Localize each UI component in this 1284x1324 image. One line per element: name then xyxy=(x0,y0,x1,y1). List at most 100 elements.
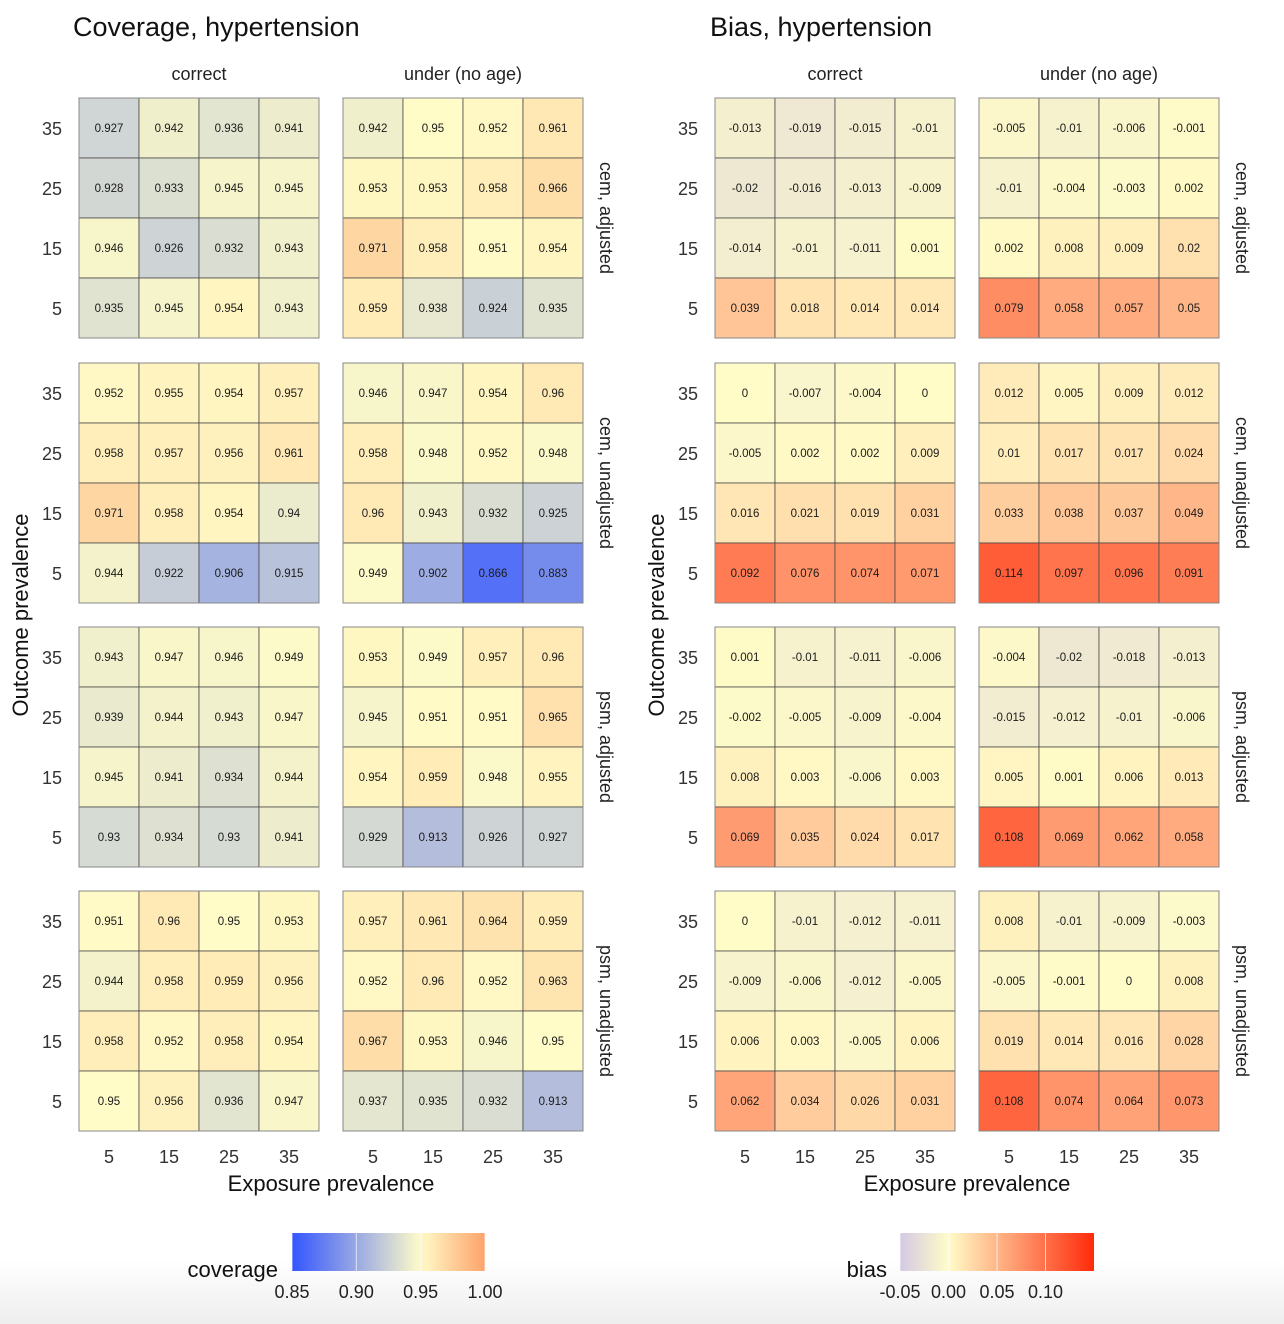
cell-value-label: 0.943 xyxy=(95,652,124,664)
cell-value-label: 0.069 xyxy=(1055,832,1084,844)
cell-value-label: 0.945 xyxy=(155,303,184,315)
heatmap-cell xyxy=(402,746,464,808)
cell-value-label: 0.922 xyxy=(155,568,184,580)
cell-value-label: -0.011 xyxy=(909,916,941,928)
heatmap-cell xyxy=(1098,157,1160,219)
cell-value-label: 0.947 xyxy=(275,1096,304,1108)
cell-value-label: -0.019 xyxy=(789,123,822,135)
cell-value-label: 0.945 xyxy=(215,183,244,195)
cell-value-label: -0.012 xyxy=(1053,712,1086,724)
heatmap-cell xyxy=(714,1010,776,1072)
heatmap-cell xyxy=(522,626,584,688)
heatmap-cell xyxy=(78,362,140,424)
x-axis-label: Exposure prevalence xyxy=(228,1171,435,1196)
cell-value-label: -0.01 xyxy=(1056,916,1082,928)
cell-value-label: 0.001 xyxy=(731,652,760,664)
cell-value-label: 0.076 xyxy=(791,568,820,580)
heatmap-cell xyxy=(138,97,200,159)
facet-row-label: psm, adjusted xyxy=(1232,691,1252,803)
heatmap-cell xyxy=(1038,542,1100,604)
cell-value-label: 0.064 xyxy=(1115,1096,1144,1108)
heatmap-cell xyxy=(1158,482,1220,544)
cell-value-label: 0.938 xyxy=(419,303,448,315)
cell-value-label: 0.937 xyxy=(359,1096,388,1108)
legend-colorbar xyxy=(292,1233,485,1271)
facet-column-label: correct xyxy=(171,64,226,84)
heatmap-cell xyxy=(1038,746,1100,808)
cell-value-label: -0.005 xyxy=(909,976,942,988)
cell-value-label: 0.945 xyxy=(359,712,388,724)
cell-value-label: -0.006 xyxy=(1173,712,1206,724)
cell-value-label: 0.002 xyxy=(995,243,1024,255)
cell-value-label: 0.948 xyxy=(419,448,448,460)
x-tick-label: 35 xyxy=(1179,1147,1199,1167)
cell-value-label: 0.935 xyxy=(419,1096,448,1108)
cell-value-label: 0.108 xyxy=(995,832,1024,844)
x-tick-label: 5 xyxy=(368,1147,378,1167)
cell-value-label: 0.114 xyxy=(995,568,1024,580)
cell-value-label: 0.928 xyxy=(95,183,124,195)
cell-value-label: 0.079 xyxy=(995,303,1024,315)
cell-value-label: 0.02 xyxy=(1178,243,1200,255)
x-tick-label: 35 xyxy=(915,1147,935,1167)
y-tick-label: 25 xyxy=(678,708,698,728)
facet-row-label: cem, unadjusted xyxy=(596,417,616,549)
cell-value-label: 0.947 xyxy=(155,652,184,664)
cell-value-label: 0.953 xyxy=(359,183,388,195)
heatmap-cell xyxy=(1098,626,1160,688)
heatmap-cell xyxy=(138,950,200,1012)
cell-value-label: 0.955 xyxy=(155,388,184,400)
cell-value-label: 0.034 xyxy=(791,1096,820,1108)
heatmap-cell xyxy=(258,97,320,159)
cell-value-label: -0.009 xyxy=(909,183,942,195)
cell-value-label: 0.014 xyxy=(911,303,940,315)
cell-value-label: 0.073 xyxy=(1175,1096,1204,1108)
heatmap-cell xyxy=(978,422,1040,484)
heatmap-cell xyxy=(78,890,140,952)
cell-value-label: 0.096 xyxy=(1115,568,1144,580)
heatmap-cell xyxy=(462,482,524,544)
cell-value-label: 0.956 xyxy=(275,976,304,988)
y-tick-label: 15 xyxy=(42,1032,62,1052)
heatmap-cell xyxy=(1098,890,1160,952)
heatmap-cell xyxy=(78,806,140,868)
cell-value-label: 0.001 xyxy=(911,243,940,255)
cell-value-label: 0.946 xyxy=(479,1036,508,1048)
cell-value-label: -0.001 xyxy=(1053,976,1086,988)
cell-value-label: 0.958 xyxy=(215,1036,244,1048)
heatmap-cell xyxy=(1098,217,1160,279)
heatmap-cell xyxy=(138,890,200,952)
heatmap-cell xyxy=(198,362,260,424)
heatmap-cell xyxy=(402,890,464,952)
heatmap-cell xyxy=(198,482,260,544)
heatmap-cell xyxy=(834,362,896,424)
cell-value-label: 0.942 xyxy=(359,123,388,135)
heatmap-cell xyxy=(894,422,956,484)
cell-value-label: 0.93 xyxy=(98,832,120,844)
heatmap-cell xyxy=(1158,1010,1220,1072)
cell-value-label: 0.954 xyxy=(479,388,508,400)
cell-value-label: 0.947 xyxy=(275,712,304,724)
cell-value-label: -0.013 xyxy=(849,183,882,195)
panel-border xyxy=(714,362,956,604)
panel-border xyxy=(342,626,584,868)
cell-value-label: 0.062 xyxy=(1115,832,1144,844)
heatmap-cell xyxy=(1038,157,1100,219)
cell-value-label: 0.01 xyxy=(998,448,1020,460)
cell-value-label: 0.963 xyxy=(539,976,568,988)
heatmap-cell xyxy=(1158,950,1220,1012)
cell-value-label: 0.956 xyxy=(215,448,244,460)
cell-value-label: 0.952 xyxy=(155,1036,184,1048)
y-tick-label: 15 xyxy=(42,239,62,259)
cell-value-label: 0.006 xyxy=(1115,772,1144,784)
cell-value-label: 0.944 xyxy=(95,568,124,580)
x-tick-label: 15 xyxy=(159,1147,179,1167)
y-tick-label: 25 xyxy=(678,444,698,464)
heatmap-cell xyxy=(714,542,776,604)
cell-value-label: 0.943 xyxy=(419,508,448,520)
heatmap-cell xyxy=(342,890,404,952)
cell-value-label: 0.002 xyxy=(791,448,820,460)
heatmap-cell xyxy=(714,950,776,1012)
cell-value-label: 0.866 xyxy=(479,568,508,580)
heatmap-cell xyxy=(522,482,584,544)
